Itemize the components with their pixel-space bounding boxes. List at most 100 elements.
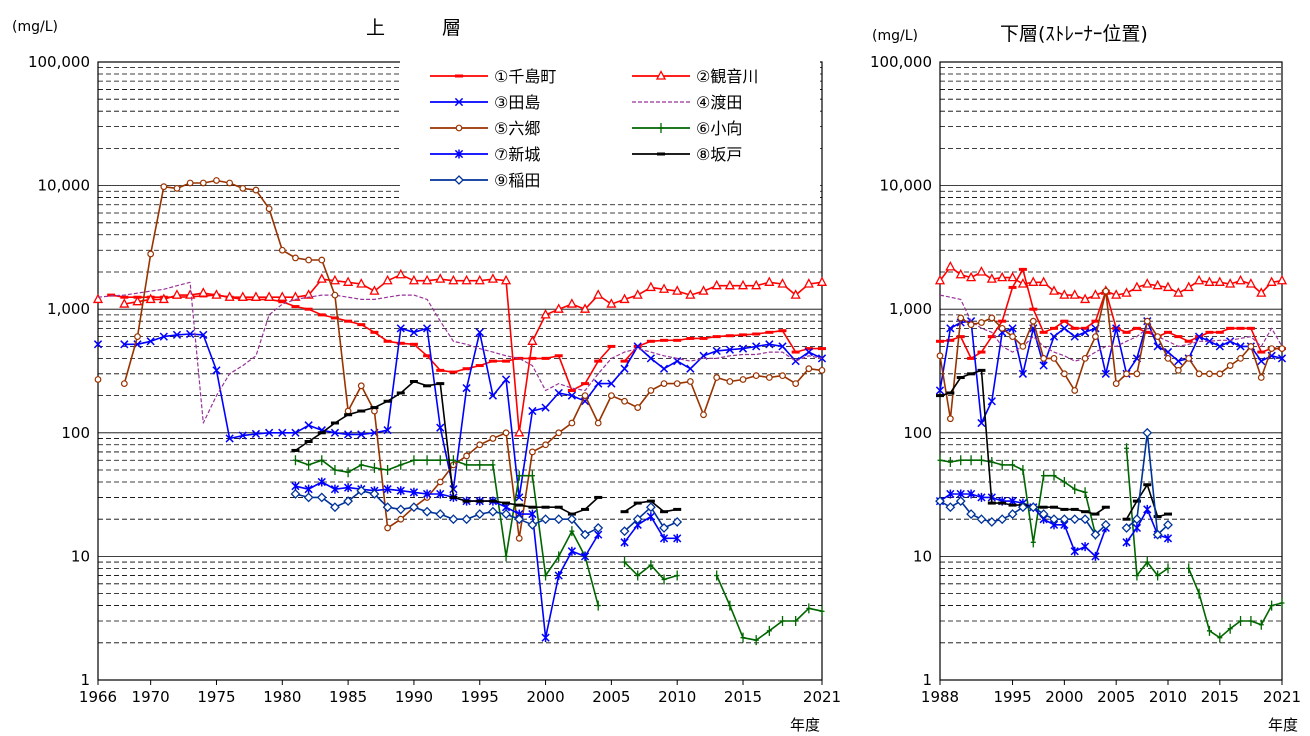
left-data-point <box>356 278 367 288</box>
right-series-line <box>1125 483 1169 520</box>
left-data-point <box>593 289 604 299</box>
left-data-point <box>777 278 788 288</box>
left-data-point <box>816 276 828 286</box>
left-data-point <box>594 379 603 388</box>
left-data-point <box>803 278 814 288</box>
right-data-point <box>1143 504 1152 514</box>
left-x-tick-label: 2015 <box>724 688 762 706</box>
left-data-point <box>740 632 746 643</box>
right-data-point <box>1204 276 1215 286</box>
left-data-point <box>330 484 340 494</box>
left-data-point <box>344 407 352 415</box>
right-data-point <box>1248 616 1254 627</box>
left-data-point <box>673 380 681 388</box>
left-data-point <box>238 431 247 440</box>
left-data-point <box>371 407 378 415</box>
left-data-point <box>646 512 656 522</box>
right-data-point <box>1225 278 1236 288</box>
left-data-point <box>384 524 392 532</box>
right-data-point <box>1017 278 1028 288</box>
right-data-point <box>999 459 1005 470</box>
left-data-point <box>383 484 392 494</box>
left-data-point <box>658 283 670 293</box>
left-data-point <box>555 429 563 437</box>
left-data-point <box>647 387 655 394</box>
left-series-6 <box>292 455 825 646</box>
left-data-point <box>461 274 472 285</box>
left-data-point <box>436 478 444 486</box>
right-data-point <box>1060 370 1068 378</box>
left-data-point <box>357 430 366 439</box>
right-data-point <box>1059 514 1070 525</box>
left-data-point <box>581 392 589 399</box>
left-data-point <box>411 455 417 466</box>
left-data-point <box>632 514 643 525</box>
left-data-point <box>330 428 340 437</box>
right-data-point <box>1081 354 1089 362</box>
right-data-point <box>1174 366 1182 374</box>
right-data-point <box>1070 546 1079 556</box>
right-data-point <box>1278 345 1286 352</box>
legend-label: ③田島 <box>494 93 540 112</box>
right-data-point <box>946 415 954 423</box>
left-data-point <box>620 364 629 373</box>
right-data-point <box>1227 623 1233 634</box>
left-data-point <box>661 574 667 585</box>
right-data-point <box>1152 529 1163 540</box>
left-x-tick-label: 1990 <box>395 688 433 706</box>
right-data-point <box>986 517 997 527</box>
left-data-point <box>673 533 682 543</box>
left-unit-label: (mg/L) <box>12 19 58 35</box>
left-data-point <box>514 514 525 525</box>
left-data-point <box>343 276 354 286</box>
right-data-point <box>958 455 964 466</box>
left-data-point <box>501 509 511 519</box>
right-data-point <box>988 314 996 322</box>
left-data-point <box>397 515 405 523</box>
right-data-point <box>1121 287 1132 297</box>
right-data-point <box>1134 570 1140 581</box>
right-data-point <box>1030 537 1036 548</box>
right-data-point <box>1165 563 1171 574</box>
left-data-point <box>727 600 733 611</box>
right-series-2 <box>934 260 1288 304</box>
left-data-point <box>345 467 351 478</box>
left-data-point <box>540 514 551 525</box>
left-data-point <box>278 428 287 437</box>
left-data-point <box>619 293 630 304</box>
left-data-point <box>318 256 326 264</box>
left-data-point <box>819 606 825 617</box>
left-data-point <box>698 285 709 295</box>
left-data-point <box>659 364 669 373</box>
right-data-point <box>986 273 997 283</box>
left-data-point <box>450 455 456 466</box>
left-data-point <box>291 428 300 437</box>
left-data-point <box>316 273 327 283</box>
right-series-line <box>939 369 1107 515</box>
right-y-tick-label: 10,000 <box>880 177 933 195</box>
left-data-point <box>622 557 628 568</box>
right-data-point <box>937 455 943 466</box>
left-data-point <box>331 291 339 299</box>
right-chart-title: 下層(ｽﾄﾚｰﾅｰ位置) <box>1000 23 1148 45</box>
left-data-point <box>645 502 656 513</box>
right-data-point <box>1049 514 1059 525</box>
left-data-point <box>489 435 497 442</box>
right-data-point <box>1185 354 1193 362</box>
right-series-line <box>939 294 1283 362</box>
right-data-point <box>947 457 953 468</box>
right-x-tick-label: 2005 <box>1097 688 1135 706</box>
left-data-point <box>277 291 288 301</box>
left-x-tick-label: 1995 <box>461 688 499 706</box>
left-data-point <box>120 340 129 349</box>
left-data-point <box>93 340 103 349</box>
left-data-point <box>739 376 747 383</box>
legend-marker <box>658 123 664 133</box>
left-data-point <box>674 570 680 581</box>
right-data-point <box>977 492 986 502</box>
right-data-point <box>1080 328 1090 337</box>
left-data-point <box>343 430 353 439</box>
right-data-point <box>1038 509 1049 519</box>
right-data-point <box>1051 470 1057 481</box>
left-data-point <box>673 357 682 366</box>
